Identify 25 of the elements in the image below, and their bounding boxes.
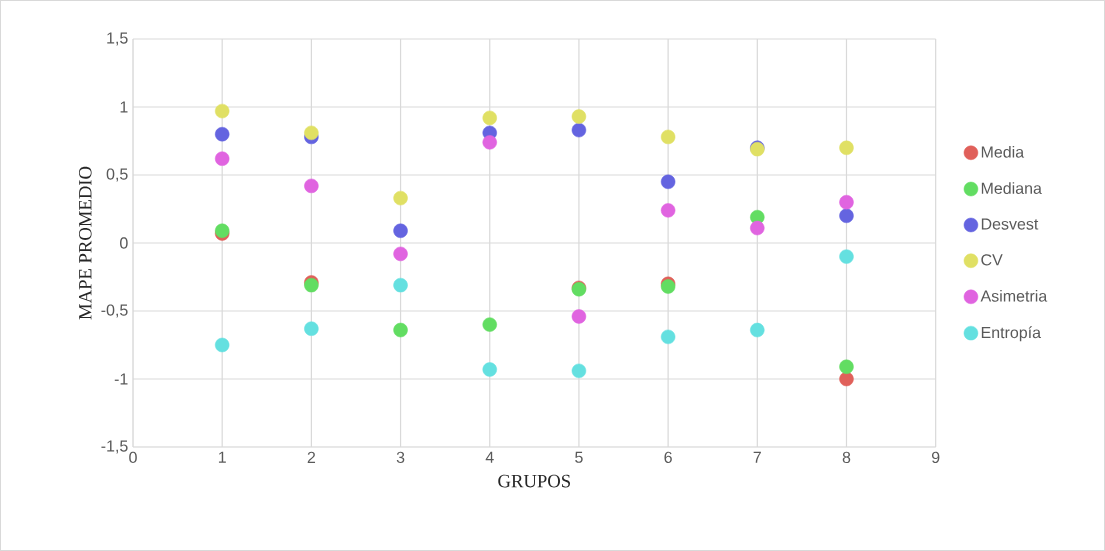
x-tick-label: 4 — [485, 451, 494, 463]
x-tick-label: 1 — [218, 451, 226, 463]
y-tick-label: 1 — [120, 101, 128, 113]
y-tick-label: 0,5 — [106, 168, 128, 182]
x-tick-label: 2 — [307, 451, 316, 463]
y-tick-label: 0 — [120, 237, 128, 249]
y-tick-label: -1,5 — [101, 440, 128, 454]
x-tick-label: 9 — [931, 451, 940, 464]
legend-label: Asimetria — [980, 290, 1048, 302]
legend-label: Entropía — [981, 326, 1042, 342]
legend-label: Media — [981, 145, 1025, 158]
y-tick-label: 1,5 — [107, 32, 128, 46]
y-tick-label: -1 — [114, 373, 128, 385]
y-tick-label: -0,5 — [101, 304, 128, 318]
legend-label: Mediana — [981, 182, 1042, 194]
x-tick-label: 6 — [664, 451, 672, 464]
x-tick-label: 5 — [575, 451, 583, 463]
x-tick-label: 0 — [129, 451, 137, 464]
x-tick-label: 3 — [396, 451, 405, 464]
x-tick-label: 7 — [753, 451, 761, 463]
legend-label: CV — [981, 254, 1003, 266]
y-axis-title: MAPE PROMEDIO — [79, 166, 92, 320]
legend-label: Desvest — [981, 218, 1039, 230]
x-axis-title: GRUPOS — [498, 474, 570, 488]
x-tick-label: 8 — [842, 451, 851, 464]
